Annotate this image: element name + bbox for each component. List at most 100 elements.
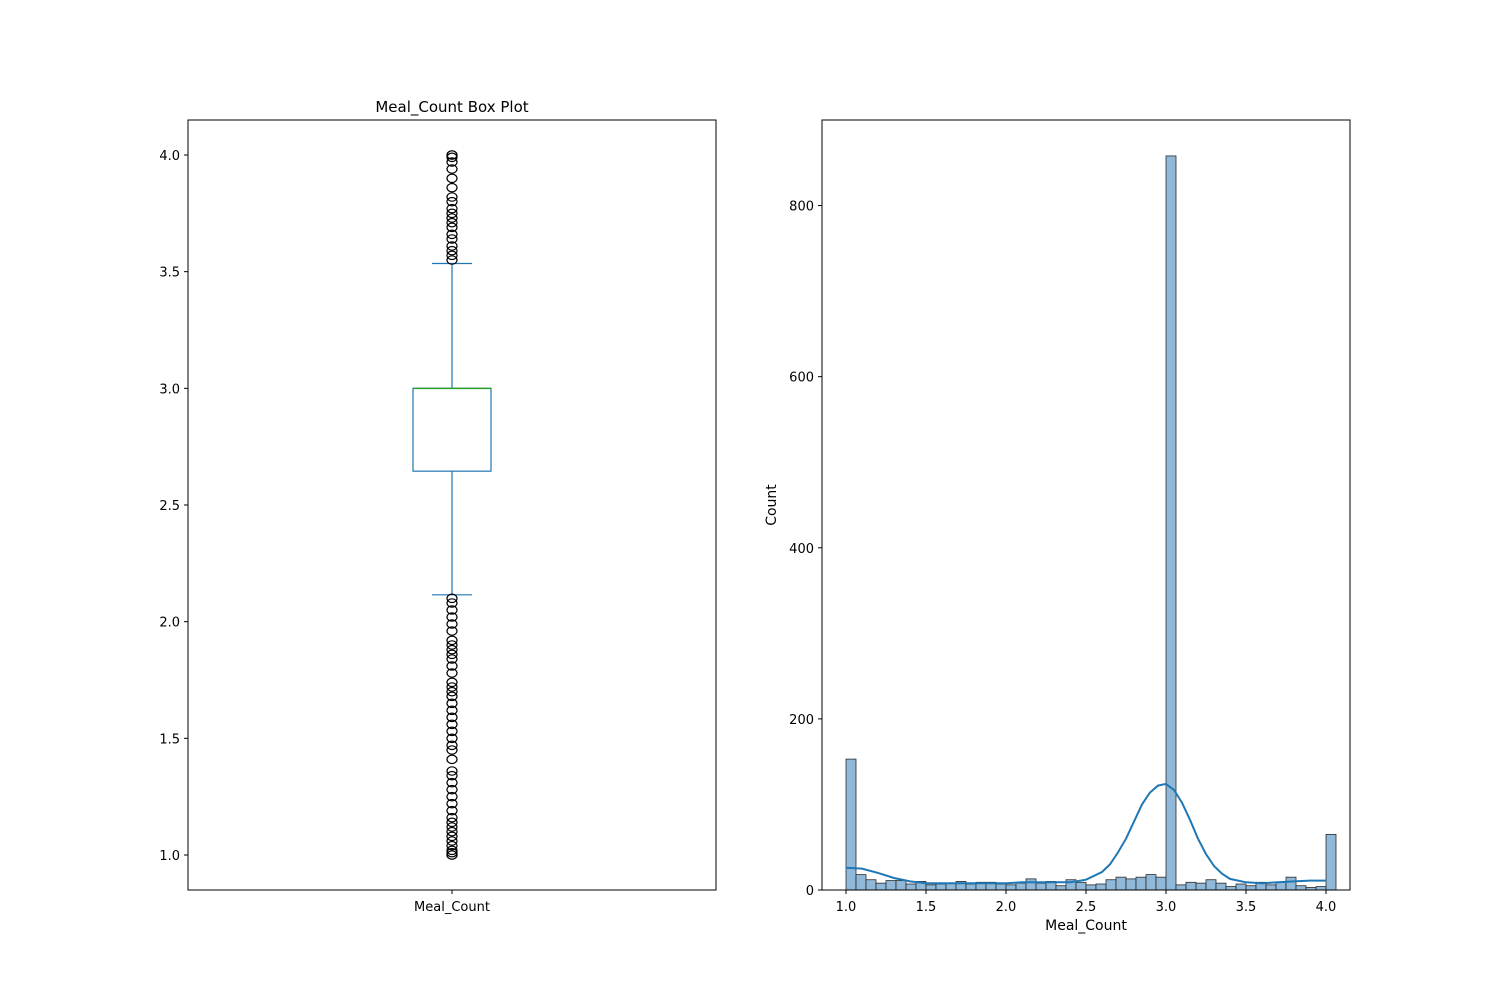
- histogram-bar: [1035, 882, 1047, 891]
- histogram-bar: [845, 758, 857, 891]
- histogram-bar: [885, 880, 897, 891]
- outlier-point: [446, 644, 458, 655]
- outlier-point: [446, 805, 458, 816]
- outlier-point: [446, 182, 458, 193]
- hist-x-tick-label: 4.0: [1316, 900, 1337, 915]
- histogram-bar: [1135, 876, 1147, 891]
- outlier-point: [446, 164, 458, 174]
- outlier-point: [446, 612, 458, 622]
- outlier-point: [446, 845, 458, 856]
- outlier-point: [446, 836, 458, 846]
- histogram-bar: [1115, 876, 1127, 891]
- outlier-point: [446, 229, 458, 240]
- outlier-point: [446, 255, 458, 265]
- hist-y-tick-label: 0: [806, 884, 814, 899]
- box-x-tick-label: Meal_Count: [414, 900, 490, 915]
- box-plot-x-ticks: Meal_Count: [414, 890, 490, 915]
- box-plot-y-ticks: 1.0 1.5 2.0 2.5 3.0 3.5 4.0: [159, 149, 188, 864]
- histogram-bar: [1225, 886, 1237, 891]
- outlier-point: [446, 686, 458, 697]
- outlier-point: [446, 649, 458, 660]
- hist-x-tick-label: 1.0: [836, 900, 857, 915]
- outlier-point: [446, 733, 458, 744]
- hist-x-tick-label: 2.0: [996, 900, 1017, 915]
- outlier-point: [446, 698, 458, 709]
- histogram-bar: [1235, 883, 1247, 891]
- box-plot-body: [412, 262, 492, 596]
- histogram-bar: [1215, 882, 1227, 891]
- histogram-bar: [1055, 885, 1067, 891]
- box-y-tick-label: 1.0: [159, 849, 180, 864]
- box-y-tick-label: 3.5: [159, 266, 180, 281]
- outlier-point: [446, 754, 458, 765]
- outlier-point: [446, 770, 458, 781]
- histogram-bar: [1295, 885, 1307, 891]
- histogram-bar: [1195, 882, 1207, 891]
- outlier-point: [446, 213, 458, 223]
- outlier-point: [446, 850, 458, 860]
- box-y-tick-label: 2.0: [159, 616, 180, 631]
- box-plot-frame: [187, 119, 717, 891]
- outlier-point: [446, 234, 458, 244]
- histogram-bar: [1015, 882, 1027, 891]
- histogram-y-axis-label: Count: [764, 484, 780, 526]
- box-y-tick-label: 1.5: [159, 732, 180, 747]
- hist-y-tick-label: 600: [789, 371, 814, 386]
- outlier-point: [446, 250, 458, 261]
- hist-x-tick-label: 3.5: [1236, 900, 1257, 915]
- histogram-bar: [1185, 881, 1197, 891]
- outlier-point: [446, 203, 458, 214]
- outlier-point: [446, 740, 458, 751]
- histogram-bar: [1265, 884, 1277, 891]
- histogram-x-axis-label: Meal_Count: [1045, 918, 1127, 934]
- hist-y-tick-label: 800: [789, 200, 814, 215]
- histogram-bar: [1275, 881, 1287, 891]
- outlier-point: [446, 192, 458, 202]
- histogram-bar: [905, 883, 917, 891]
- outlier-point: [446, 661, 458, 671]
- histogram-bar: [935, 883, 947, 891]
- histogram-bar: [1245, 885, 1257, 891]
- outlier-point: [446, 635, 458, 646]
- outlier-point: [446, 598, 458, 608]
- histogram-bar: [1155, 876, 1167, 891]
- outlier-point: [446, 173, 458, 184]
- outlier-point: [446, 152, 458, 163]
- outlier-point: [446, 812, 458, 823]
- outlier-point: [446, 826, 458, 837]
- histogram-bar: [855, 874, 867, 891]
- histogram-bar: [1145, 874, 1157, 891]
- histogram-bar: [1205, 879, 1217, 891]
- histogram-frame: [821, 119, 1351, 891]
- outlier-point: [446, 626, 458, 636]
- histogram-bar: [1165, 155, 1177, 891]
- outlier-point: [446, 593, 458, 604]
- outlier-point: [446, 726, 458, 737]
- outlier-point: [446, 654, 458, 664]
- outlier-point: [446, 668, 458, 678]
- histogram-bar: [1075, 881, 1087, 891]
- outlier-point: [446, 217, 458, 228]
- box-plot-outliers: [446, 150, 458, 860]
- outlier-point: [446, 705, 458, 716]
- outlier-point: [446, 719, 458, 730]
- outlier-point: [446, 245, 458, 256]
- outlier-point: [446, 208, 458, 219]
- outlier-point: [446, 157, 458, 167]
- histogram-bar: [1285, 876, 1297, 891]
- histogram-bar: [1125, 878, 1137, 891]
- outlier-point: [446, 847, 458, 858]
- outlier-point: [446, 222, 458, 233]
- box-plot-panel: Meal_Count Box Plot 1.0 1.5 2.0 2.5 3.0 3.5 4.…: [159, 98, 717, 915]
- histogram-bar: [1105, 879, 1117, 891]
- histogram-bar: [1025, 878, 1037, 891]
- outlier-point: [446, 196, 458, 207]
- outlier-point: [446, 619, 458, 629]
- outlier-point: [446, 241, 458, 251]
- histogram-bar: [925, 884, 937, 891]
- histogram-bar: [1085, 884, 1097, 891]
- outlier-point: [446, 150, 458, 160]
- kde-line: [845, 782, 1326, 885]
- box-y-tick-label: 4.0: [159, 149, 180, 164]
